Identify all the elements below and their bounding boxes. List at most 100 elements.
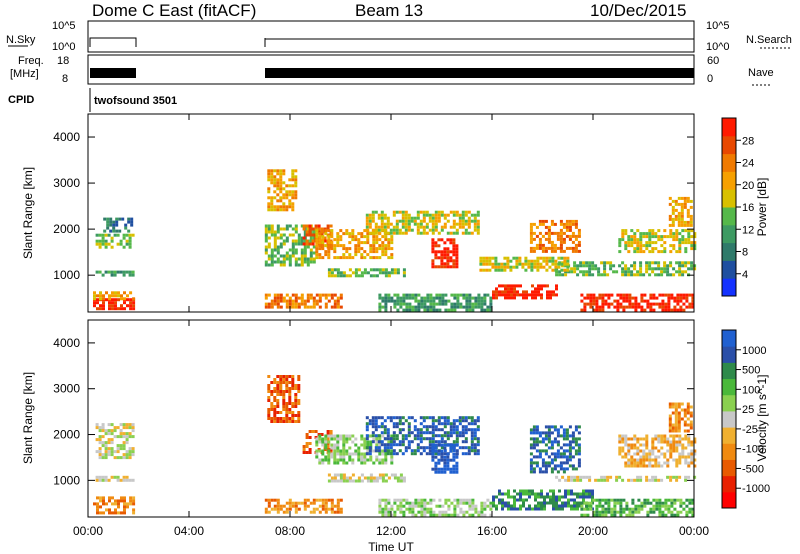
heatmap-cell [687,440,691,444]
heatmap-cell [489,296,493,300]
heatmap-cell [414,305,418,309]
heatmap-cell [405,308,409,312]
heatmap-cell [594,267,598,271]
heatmap-cell [396,308,400,312]
heatmap-cell [618,452,622,456]
heatmap-cell [494,268,498,272]
heatmap-cell [116,475,120,479]
heatmap-cell [438,296,442,300]
heatmap-cell [327,498,331,502]
heatmap-cell [273,184,277,188]
heatmap-cell [291,302,295,306]
heatmap-cell [585,504,588,508]
heatmap-cell [267,187,271,191]
heatmap-cell [443,213,447,217]
heatmap-cell [417,308,421,312]
heatmap-cell [483,293,487,297]
heatmap-cell [96,496,99,500]
heatmap-cell [470,422,474,426]
heatmap-cell [556,246,560,250]
heatmap-cell [660,238,664,242]
heatmap-cell [124,223,128,227]
heatmap-cell [267,302,271,306]
heatmap-cell [568,225,572,229]
heatmap-cell [413,452,417,456]
heatmap-cell [102,304,105,308]
heatmap-cell [404,210,408,214]
heatmap-cell [318,241,322,245]
heatmap-cell [619,504,623,508]
heatmap-cell [627,250,631,254]
heatmap-cell [437,256,441,260]
heatmap-cell [573,492,576,496]
heatmap-cell [342,455,346,459]
heatmap-cell [651,261,655,265]
heatmap-cell [369,440,373,444]
heatmap-cell [107,429,111,433]
heatmap-cell [429,296,433,300]
heatmap-cell [534,293,537,297]
heatmap-cell [311,430,315,433]
heatmap-cell [562,231,566,235]
heatmap-cell [681,437,685,441]
heatmap-cell [646,501,650,505]
heatmap-cell [434,446,438,450]
heatmap-cell [324,440,328,444]
heatmap-cell [565,458,569,462]
heatmap-cell [429,507,433,511]
heatmap-cell [535,246,539,250]
heatmap-cell [378,302,382,306]
heatmap-cell [672,434,676,438]
heatmap-cell [401,225,405,229]
heatmap-cell [276,257,280,261]
heatmap-cell [336,449,340,453]
heatmap-cell [636,241,640,245]
heatmap-cell [675,440,679,444]
heatmap-cell [270,169,274,173]
heatmap-cell [99,505,102,509]
heatmap-cell [459,510,463,514]
heatmap-cell [483,501,487,505]
heatmap-cell [459,507,463,511]
heatmap-cell [264,236,268,240]
heatmap-cell [401,222,405,226]
nave-tick-bottom: 0 [707,73,713,85]
heatmap-cell [646,302,650,306]
heatmap-cell [327,253,331,257]
heatmap-cell [621,455,625,459]
heatmap-cell [126,298,129,302]
heatmap-cell [607,510,611,514]
heatmap-cell [648,244,652,248]
heatmap-cell [368,216,372,220]
heatmap-cell [368,219,372,223]
heatmap-cell [333,293,337,297]
heatmap-cell [642,464,646,468]
heatmap-cell [551,262,555,266]
heatmap-cell [440,437,444,441]
heatmap-cell [630,264,634,268]
heatmap-cell [461,452,465,456]
heatmap-cell [563,262,567,266]
heatmap-cell [106,220,110,224]
heatmap-cell [333,479,337,483]
heatmap-cell [369,434,373,438]
heatmap-cell [407,425,411,429]
heatmap-cell [691,498,695,502]
heatmap-cell [399,299,403,303]
heatmap-cell [375,458,379,462]
heatmap-cell [687,452,691,456]
heatmap-cell [315,299,319,303]
heatmap-cell [645,464,649,468]
heatmap-cell [450,501,454,505]
heatmap-cell [447,507,451,511]
heatmap-cell [671,199,675,203]
heatmap-cell [577,452,581,456]
heatmap-cell [288,375,292,378]
heatmap-cell [264,302,268,306]
heatmap-cell [464,446,468,450]
heatmap-cell [687,241,691,245]
heatmap-cell [522,504,525,508]
heatmap-cell [480,299,484,303]
heatmap-cell [675,238,679,242]
heatmap-cell [557,262,561,266]
